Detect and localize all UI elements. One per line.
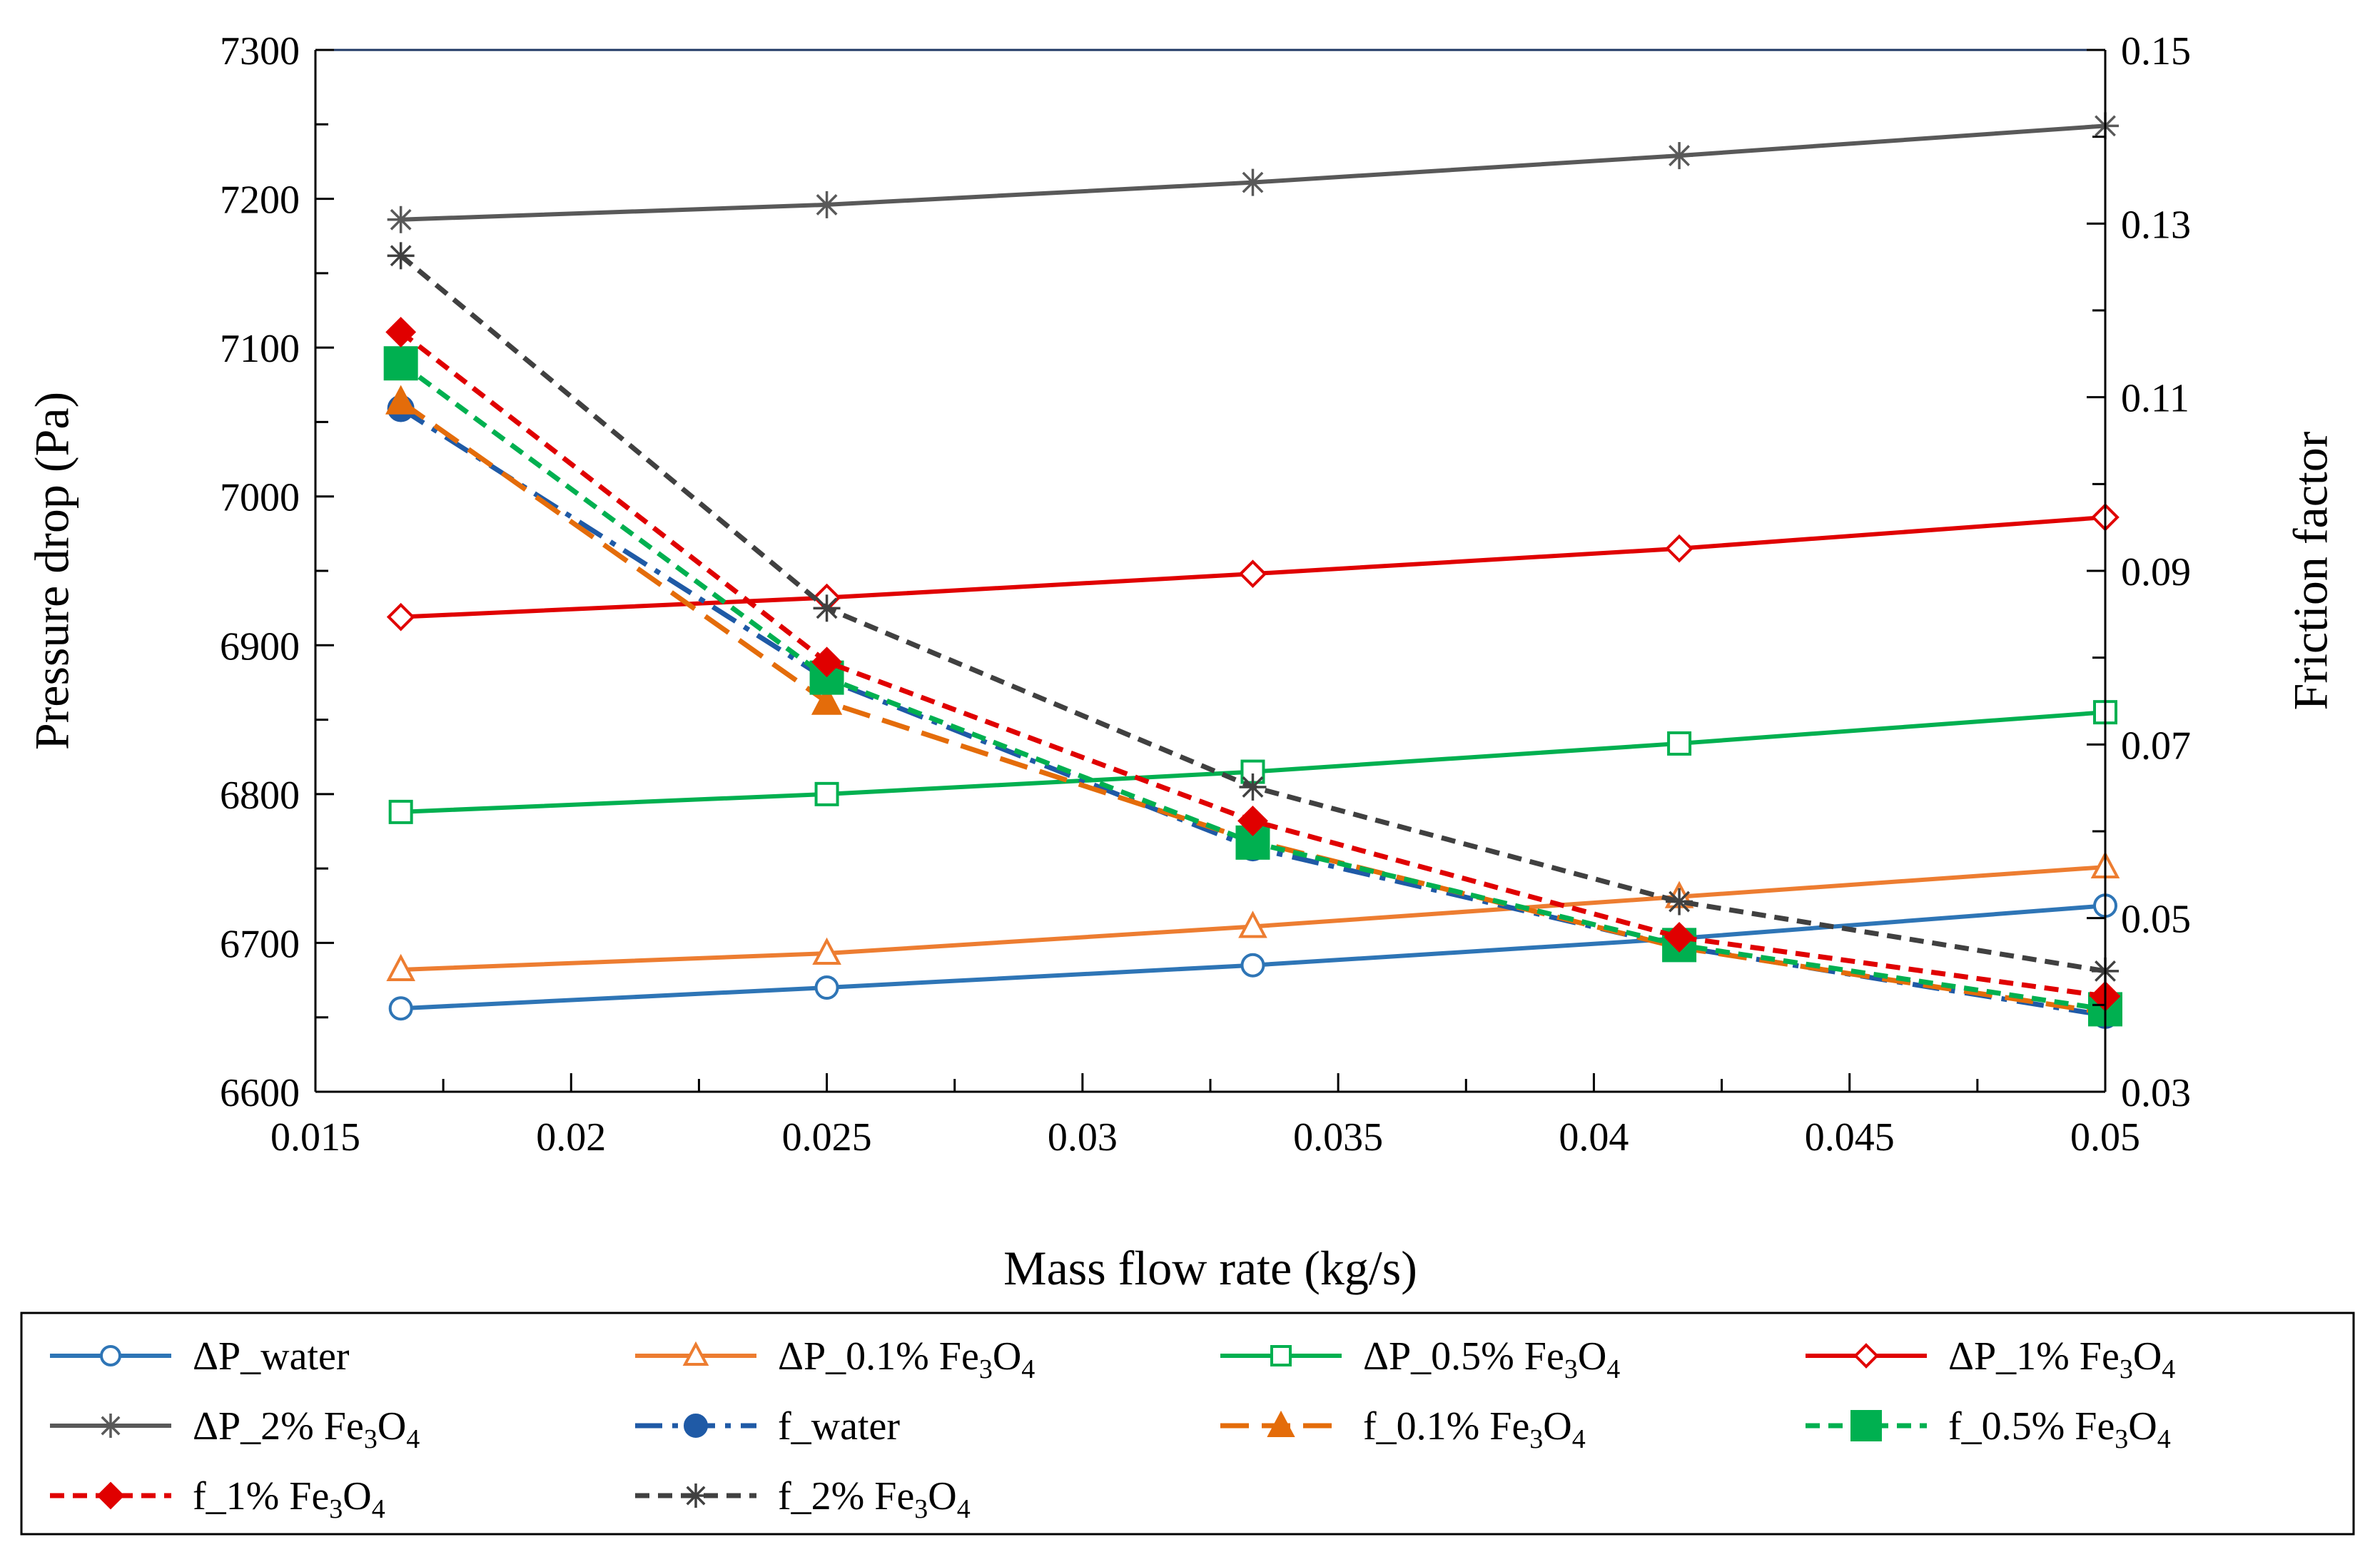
x-tick-label: 0.035 <box>1293 1115 1383 1160</box>
series-line <box>399 253 2106 974</box>
y-right-tick-label: 0.13 <box>2121 203 2191 247</box>
data-point <box>96 1481 125 1510</box>
data-point <box>385 317 417 348</box>
data-point <box>684 1414 708 1438</box>
data-point <box>1853 1343 1879 1369</box>
series-3 <box>386 503 2120 632</box>
y-left-tick-label: 6600 <box>220 1071 300 1115</box>
y-right-tick-label: 0.07 <box>2121 724 2191 768</box>
data-point <box>1666 888 1693 915</box>
data-point <box>1238 911 1267 938</box>
legend-label: f_1% Fe3O4 <box>193 1474 385 1524</box>
series-8 <box>385 317 2121 1012</box>
legend-box <box>20 1312 2355 1536</box>
x-tick-label: 0.05 <box>2070 1115 2140 1160</box>
legend-item-4: ΔP_2% Fe3O4 <box>50 1404 420 1454</box>
x-tick-label: 0.02 <box>536 1115 606 1160</box>
x-tick-label: 0.04 <box>1559 1115 1629 1160</box>
legend-item-2: ΔP_0.5% Fe3O4 <box>1220 1334 1620 1384</box>
data-point <box>811 685 843 715</box>
legend-item-5: f_water <box>635 1404 900 1449</box>
y-axis-left-title: Pressure drop (Pa) <box>25 392 79 750</box>
data-point <box>813 191 841 218</box>
x-tick-label: 0.03 <box>1048 1115 1118 1160</box>
y-left-tick-label: 7100 <box>220 327 300 371</box>
data-point <box>812 937 841 965</box>
data-point <box>386 953 415 981</box>
data-point <box>1239 773 1267 801</box>
legend-label: ΔP_2% Fe3O4 <box>193 1404 420 1454</box>
legend-label: f_water <box>778 1404 900 1449</box>
legend-label: f_0.5% Fe3O4 <box>1948 1404 2171 1454</box>
data-point <box>1270 1345 1292 1366</box>
data-point <box>387 206 415 233</box>
data-point <box>388 799 413 824</box>
legend: ΔP_water ΔP_0.1% Fe3O4 ΔP_0.5% Fe3O4 ΔP_1% … <box>20 1312 2355 1536</box>
legend-label: f_2% Fe3O4 <box>778 1474 971 1524</box>
legend-item-3: ΔP_1% Fe3O4 <box>1806 1334 2175 1384</box>
series-9 <box>387 242 2119 985</box>
y-right-tick-label: 0.09 <box>2121 550 2191 594</box>
data-point <box>811 646 842 678</box>
legend-item-9: f_2% Fe3O4 <box>635 1474 971 1524</box>
data-point <box>814 781 839 806</box>
data-point <box>387 242 415 270</box>
data-point <box>1237 805 1268 836</box>
data-point <box>1267 1410 1295 1437</box>
data-point <box>1667 731 1692 756</box>
y-right-tick-label: 0.05 <box>2121 898 2191 942</box>
legend-label: ΔP_1% Fe3O4 <box>1948 1334 2175 1384</box>
y-left-tick-label: 6900 <box>220 624 300 669</box>
axes: 0.015 0.02 0.025 0.03 0.035 0.04 0.045 0.05 6600… <box>220 29 2191 1160</box>
y-axis-right-title: Friction factor <box>2284 431 2338 710</box>
data-point <box>1664 922 1695 953</box>
data-point <box>1665 534 1693 563</box>
y-left-tick-label: 7000 <box>220 476 300 520</box>
legend-label: ΔP_water <box>193 1334 350 1379</box>
data-point <box>383 346 418 381</box>
data-point <box>813 594 841 622</box>
data-point <box>814 975 839 1000</box>
data-point <box>1240 953 1265 978</box>
y-right-tick-label: 0.15 <box>2121 29 2191 73</box>
data-point <box>100 1345 121 1366</box>
data-point <box>682 1341 709 1366</box>
data-point <box>98 1414 123 1438</box>
x-tick-label: 0.015 <box>270 1115 360 1160</box>
x-axis-title: Mass flow rate (kg/s) <box>1003 1241 1417 1295</box>
x-tick-label: 0.045 <box>1805 1115 1895 1160</box>
legend-label: ΔP_0.1% Fe3O4 <box>778 1334 1035 1384</box>
legend-label: ΔP_0.5% Fe3O4 <box>1363 1334 1620 1384</box>
legend-item-1: ΔP_0.1% Fe3O4 <box>635 1334 1035 1384</box>
plot-area <box>383 112 2122 1029</box>
legend-label: f_0.1% Fe3O4 <box>1363 1404 1586 1454</box>
y-left-tick-label: 6800 <box>220 774 300 818</box>
data-point <box>1666 142 1693 170</box>
y-right-tick-label: 0.03 <box>2121 1071 2191 1115</box>
y-right-tick-label: 0.11 <box>2121 377 2189 421</box>
data-point <box>684 1483 708 1508</box>
legend-item-7: f_0.5% Fe3O4 <box>1806 1404 2171 1454</box>
legend-item-0: ΔP_water <box>50 1334 350 1379</box>
data-point <box>1850 1410 1882 1441</box>
x-tick-label: 0.025 <box>782 1115 872 1160</box>
y-left-tick-label: 6700 <box>220 922 300 966</box>
data-point <box>1239 168 1267 196</box>
series-4 <box>387 112 2119 233</box>
data-point <box>386 602 415 632</box>
legend-item-8: f_1% Fe3O4 <box>50 1474 385 1524</box>
data-point <box>1238 559 1267 588</box>
y-left-tick-label: 7300 <box>220 29 300 73</box>
data-point <box>388 996 413 1021</box>
series-line <box>399 330 2106 999</box>
legend-item-6: f_0.1% Fe3O4 <box>1220 1404 1586 1454</box>
series-2 <box>388 700 2117 824</box>
data-point <box>385 385 417 415</box>
y-left-tick-label: 7200 <box>220 178 300 223</box>
